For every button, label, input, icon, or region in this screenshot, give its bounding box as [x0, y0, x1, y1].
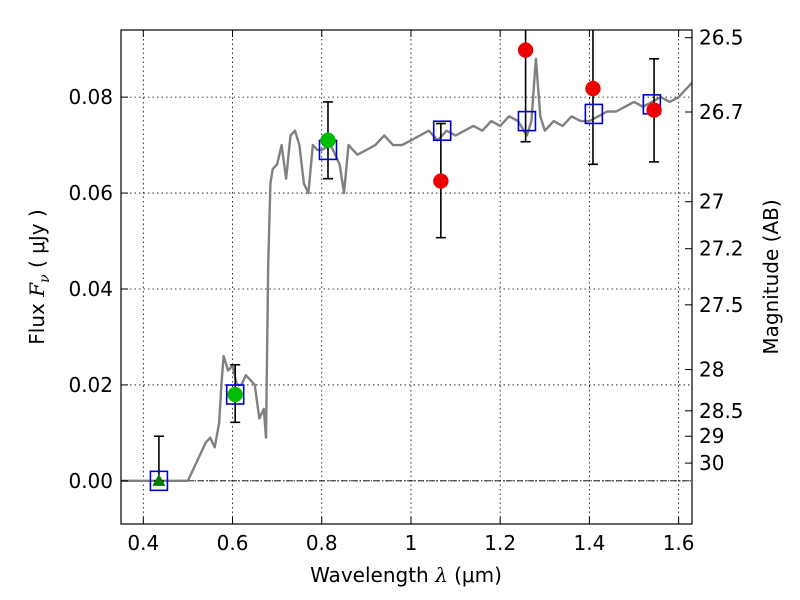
x-tick-label: 0.4 [127, 531, 159, 555]
photometry-point [433, 173, 449, 189]
magnitude-tick-label: 29 [699, 424, 724, 448]
magnitude-tick-label: 28 [699, 358, 724, 382]
magnitude-tick-label: 26.5 [699, 26, 744, 50]
magnitude-tick-label: 28.5 [699, 399, 744, 423]
y-tick-label: 0.02 [68, 373, 113, 397]
magnitude-axis-label: Magnitude (AB) [759, 199, 783, 354]
photometry-point [517, 42, 534, 58]
y-axis-ticks: 0.00 0.02 0.04 0.06 0.08 [68, 85, 128, 493]
magnitude-tick-label: 27 [699, 190, 724, 214]
x-tick-label: 1.4 [573, 531, 605, 555]
magnitude-tick-label: 30 [699, 451, 724, 475]
magnitude-tick-label: 27.2 [699, 237, 744, 261]
x-tick-label: 0.8 [306, 531, 338, 555]
x-axis-label: Wavelength λ (μm) [310, 563, 502, 587]
magnitude-tick-label: 27.5 [699, 293, 744, 317]
spectrum-line [121, 57, 692, 482]
upper-limit-triangle [152, 473, 166, 486]
x-tick-label: 1.2 [484, 531, 516, 555]
data-markers [149, 42, 662, 492]
model-bandpass-square [225, 384, 245, 405]
plot-frame [120, 29, 693, 525]
y-axis-label: Flux Fν ( μJy ) [25, 209, 53, 344]
x-tick-label: 0.6 [217, 531, 249, 555]
grid [121, 30, 692, 524]
x-axis-ticks: 0.4 0.6 0.8 1 1.2 1.4 1.6 [127, 30, 695, 555]
x-tick-label: 1 [405, 531, 418, 555]
y-tick-label: 0.00 [68, 469, 113, 493]
x-tick-label: 1.6 [663, 531, 695, 555]
model-bandpass-square [432, 120, 452, 142]
model-bandpass-square [149, 470, 169, 492]
y-tick-label: 0.06 [68, 181, 113, 205]
magnitude-tick-label: 26.7 [699, 100, 744, 124]
model-bandpass-square [517, 110, 537, 132]
photometry-point [646, 102, 662, 118]
magnitude-axis-ticks: 26.5 26.7 27 27.2 27.5 28 28.529 30 [685, 26, 744, 475]
y-tick-label: 0.08 [68, 85, 113, 109]
photometry-point [227, 386, 243, 403]
photometry-point [320, 132, 336, 149]
y-tick-label: 0.04 [68, 277, 113, 301]
model-bandpass-square [584, 103, 604, 125]
model-spectrum [121, 57, 692, 482]
plot-background [121, 30, 692, 524]
photometry-point [585, 80, 601, 97]
